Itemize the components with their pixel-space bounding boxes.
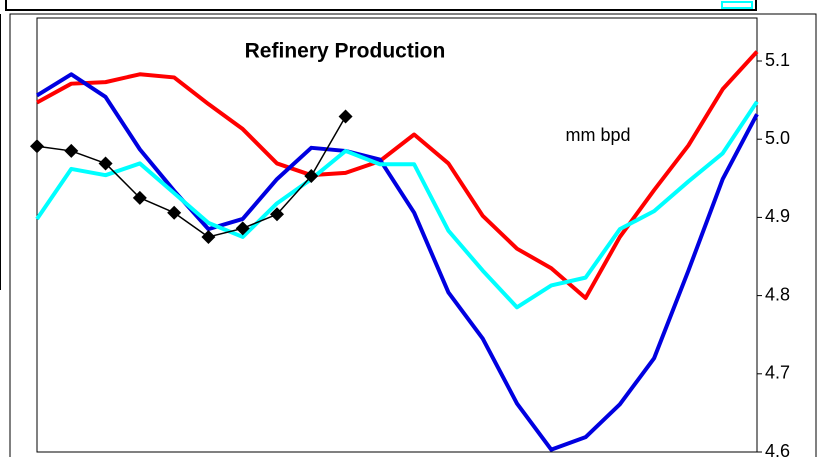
marker — [30, 139, 44, 154]
annotation: mm bpd — [565, 125, 630, 145]
marker — [235, 221, 250, 236]
series-line — [36, 50, 759, 300]
marker — [132, 190, 147, 205]
marker — [338, 109, 353, 124]
y-tick-label: 4.7 — [765, 363, 790, 383]
series-line — [35, 100, 759, 310]
plot-frame — [36, 17, 758, 453]
y-tick-label: 4.8 — [765, 284, 790, 304]
y-tick-label: 5.1 — [765, 50, 790, 70]
series-line — [35, 72, 759, 452]
marker — [98, 156, 113, 171]
marker — [201, 229, 216, 244]
marker — [64, 143, 79, 158]
series-line — [36, 116, 347, 238]
y-tick-label: 4.9 — [765, 206, 790, 226]
legend-frame — [5, 0, 757, 11]
y-tick-label: 4.6 — [765, 441, 790, 457]
marker — [304, 168, 319, 183]
marker — [167, 205, 182, 220]
marker — [270, 207, 284, 222]
y-tick-label: 5.0 — [765, 128, 790, 148]
legend-swatch — [721, 1, 753, 9]
chart-title: Refinery Production — [245, 40, 446, 63]
chart-frame — [9, 13, 817, 457]
